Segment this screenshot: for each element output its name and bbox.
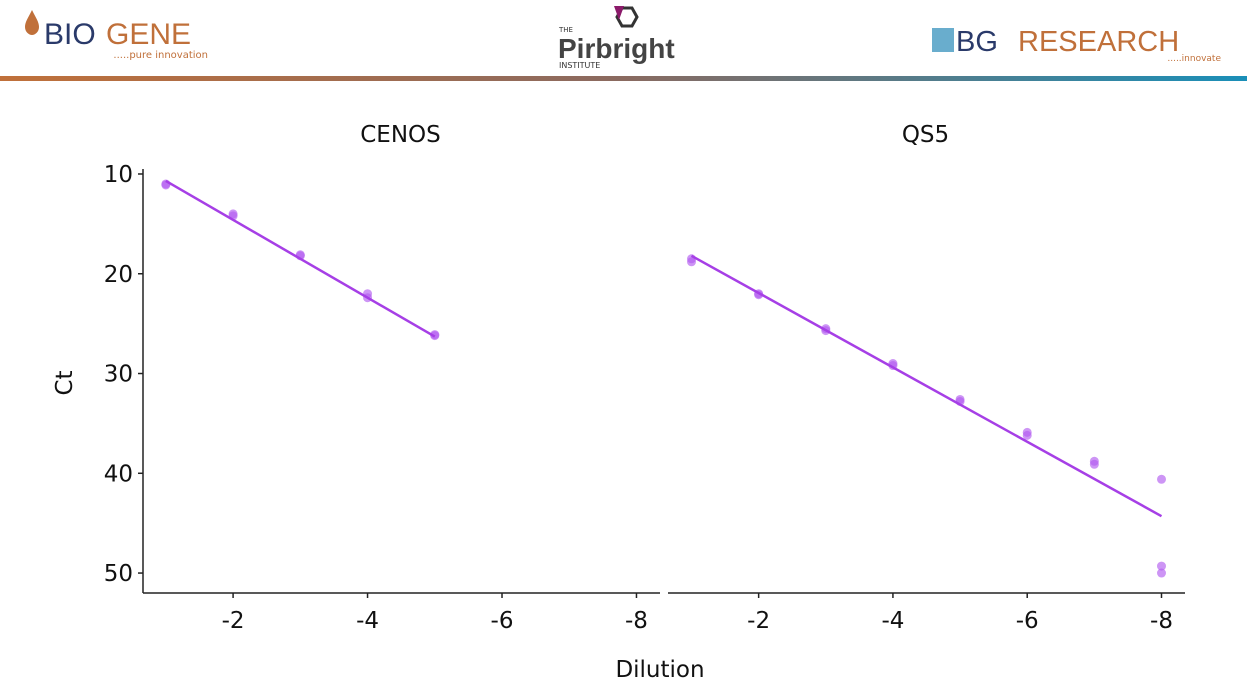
panel-title: CENOS	[360, 122, 441, 148]
x-tick-label: -2	[747, 608, 770, 634]
x-tick-label: -4	[356, 608, 379, 634]
logo-text: Pirbright	[558, 33, 675, 64]
y-axis-label: Ct	[52, 370, 78, 395]
hex-icon	[614, 6, 624, 20]
data-point	[1157, 561, 1166, 571]
y-tick-label: 10	[104, 162, 133, 188]
y-tick-label: 50	[104, 561, 133, 587]
data-point	[1157, 568, 1166, 578]
x-tick-label: -8	[625, 608, 648, 634]
x-tick-label: -4	[881, 608, 904, 634]
logo-text: BIO	[44, 18, 96, 51]
fit-line	[165, 179, 436, 338]
header-rule	[0, 76, 1247, 81]
data-point	[1022, 430, 1032, 440]
x-tick-label: -2	[222, 608, 245, 634]
x-tick-label: -6	[1016, 608, 1039, 634]
logo-text: GENE	[106, 18, 191, 51]
x-tick-label: -6	[491, 608, 514, 634]
logo-tagline: .....innovate	[1167, 54, 1221, 64]
logo-text: INSTITUTE	[559, 61, 600, 70]
logo-text: RESEARCH	[1018, 26, 1179, 58]
x-axis-label: Dilution	[615, 657, 704, 683]
y-tick-label: 30	[104, 362, 133, 388]
data-point	[1089, 459, 1099, 469]
hex-icon	[615, 6, 639, 28]
y-tick-label: 20	[104, 262, 133, 288]
header: BIO GENE .....pure innovation THE Pirbri…	[0, 6, 1247, 81]
data-point	[430, 330, 440, 340]
y-tick-label: 40	[104, 461, 133, 487]
data-point	[1157, 474, 1166, 484]
logo-text: THE	[558, 26, 573, 34]
logo-text: BG	[956, 26, 998, 58]
logo-tagline: .....pure innovation	[113, 50, 208, 61]
fit-line	[690, 254, 1163, 518]
drop-icon	[25, 10, 39, 35]
logo-icon	[932, 28, 954, 52]
x-tick-label: -8	[1150, 608, 1173, 634]
panel-title: QS5	[902, 122, 949, 148]
